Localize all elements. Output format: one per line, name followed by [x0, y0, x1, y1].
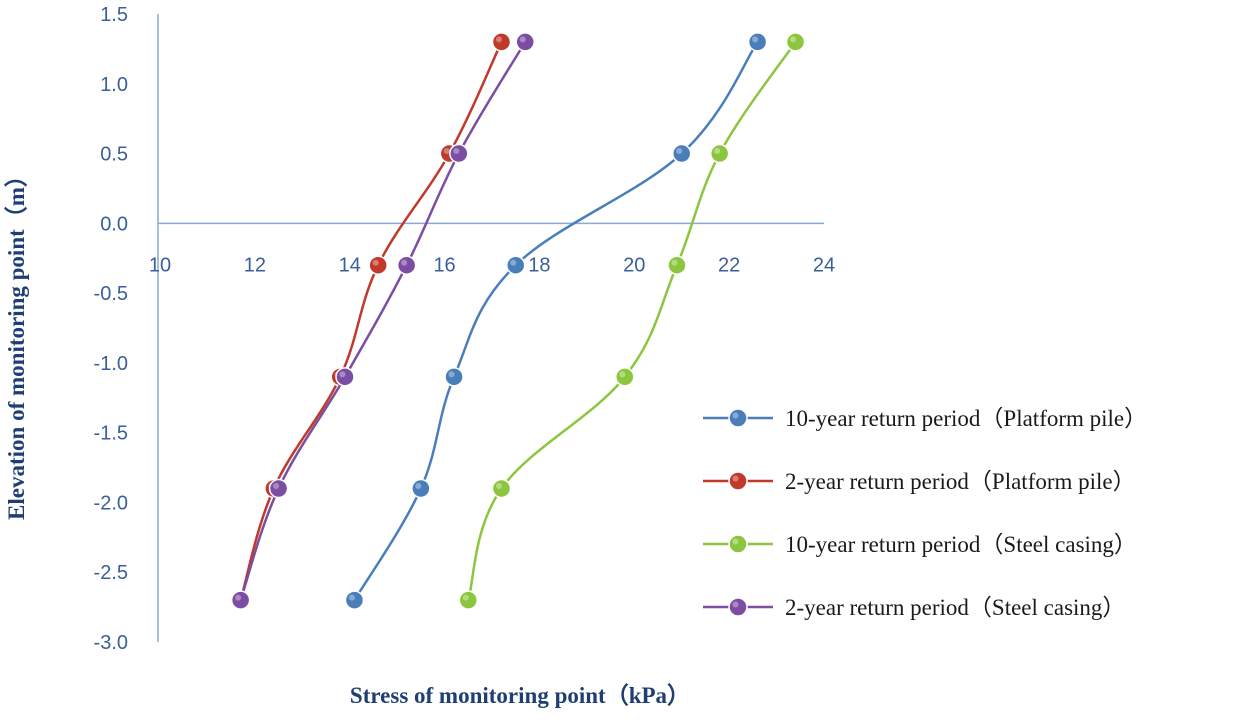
y-tick-label: -1.0 — [94, 353, 128, 375]
legend-swatch-marker-highlight — [732, 538, 739, 545]
legend-label: 10-year return period（Steel casing） — [785, 532, 1137, 557]
legend: 10-year return period（Platform pile） 2-ye… — [703, 406, 1147, 620]
data-point-highlight — [448, 371, 455, 378]
data-point-highlight — [510, 259, 517, 266]
x-axis-title: Stress of monitoring point（kPa） — [350, 682, 690, 708]
data-point — [335, 367, 355, 387]
series-line — [239, 41, 527, 601]
data-point — [667, 255, 687, 275]
data-point — [505, 255, 526, 275]
data-point-highlight — [671, 259, 678, 266]
data-point-highlight — [462, 594, 469, 601]
data-point-highlight — [790, 36, 797, 43]
y-tick-label: -0.5 — [94, 283, 128, 305]
x-tick-label: 20 — [623, 254, 645, 276]
legend-label: 2-year return period（Platform pile） — [785, 469, 1136, 494]
series-line — [467, 41, 797, 601]
data-point — [671, 143, 692, 164]
data-point — [491, 478, 512, 499]
x-tick-label: 22 — [718, 254, 740, 276]
data-point — [615, 367, 635, 387]
data-point-highlight — [339, 371, 346, 378]
data-point-highlight — [348, 594, 355, 601]
data-point — [747, 32, 768, 52]
data-point-highlight — [752, 36, 759, 43]
series-line — [239, 41, 503, 601]
data-point-highlight — [235, 594, 242, 601]
x-tick-label: 12 — [244, 254, 266, 276]
y-tick-label: 1.5 — [100, 4, 128, 26]
data-point-highlight — [495, 36, 502, 43]
y-tick-label: -1.5 — [94, 423, 128, 445]
x-tick-label: 24 — [813, 254, 835, 276]
data-point-highlight — [714, 148, 721, 155]
series-4 — [230, 32, 535, 610]
data-point — [368, 255, 388, 275]
data-point-highlight — [453, 148, 460, 155]
axes — [157, 14, 824, 642]
data-point — [515, 32, 535, 52]
y-tick-labels: 1.5 1.0 0.5 0.0 -0.5 -1.0 -1.5 -2.0 -2.5 -3.0 — [94, 4, 128, 654]
legend-swatch-marker — [728, 597, 748, 617]
x-tick-labels: 10 12 14 16 18 20 22 24 — [149, 254, 835, 276]
data-point — [785, 32, 806, 52]
data-point-highlight — [443, 148, 450, 155]
y-axis-title: Elevation of monitoring point（m） — [3, 164, 29, 520]
x-tick-label: 16 — [433, 254, 455, 276]
data-point — [449, 143, 469, 164]
legend-label: 10-year return period（Platform pile） — [785, 406, 1147, 431]
data-point-highlight — [495, 482, 502, 489]
y-tick-label: -3.0 — [94, 632, 128, 654]
data-point — [344, 590, 365, 610]
data-point — [444, 367, 464, 387]
data-point-highlight — [372, 259, 379, 266]
data-point — [458, 590, 479, 610]
x-tick-label: 18 — [528, 254, 550, 276]
series-layer — [230, 32, 806, 610]
data-point — [709, 143, 730, 164]
data-point — [491, 32, 512, 52]
data-point-highlight — [676, 148, 683, 155]
legend-item: 2-year return period（Steel casing） — [703, 595, 1125, 620]
data-point — [396, 255, 417, 275]
y-tick-label: 1.0 — [100, 74, 128, 96]
legend-item: 2-year return period（Platform pile） — [703, 469, 1136, 494]
x-tick-label: 14 — [339, 254, 361, 276]
legend-label: 2-year return period（Steel casing） — [785, 595, 1125, 620]
x-tick-label: 10 — [149, 254, 171, 276]
legend-swatch-marker-highlight — [732, 601, 739, 608]
series-1 — [344, 32, 768, 610]
y-tick-label: -2.0 — [94, 492, 128, 514]
data-point — [268, 478, 289, 499]
legend-swatch-marker-highlight — [732, 475, 739, 482]
series-line — [353, 41, 759, 601]
data-point-highlight — [519, 36, 526, 43]
legend-item: 10-year return period（Platform pile） — [703, 406, 1147, 431]
data-point-highlight — [401, 259, 408, 266]
data-point-highlight — [415, 482, 422, 489]
data-point-highlight — [619, 371, 626, 378]
series-3 — [458, 32, 806, 610]
y-tick-label: -2.5 — [94, 562, 128, 584]
legend-swatch-marker — [728, 534, 748, 554]
legend-swatch-marker — [728, 471, 748, 491]
legend-swatch-marker — [728, 408, 748, 428]
data-point — [230, 590, 251, 610]
legend-item: 10-year return period（Steel casing） — [703, 532, 1137, 557]
data-point-highlight — [273, 482, 280, 489]
series-2 — [230, 32, 512, 610]
y-tick-label: 0.0 — [100, 213, 128, 235]
legend-swatch-marker-highlight — [732, 412, 739, 419]
data-point — [411, 478, 431, 499]
y-tick-label: 0.5 — [100, 144, 128, 166]
